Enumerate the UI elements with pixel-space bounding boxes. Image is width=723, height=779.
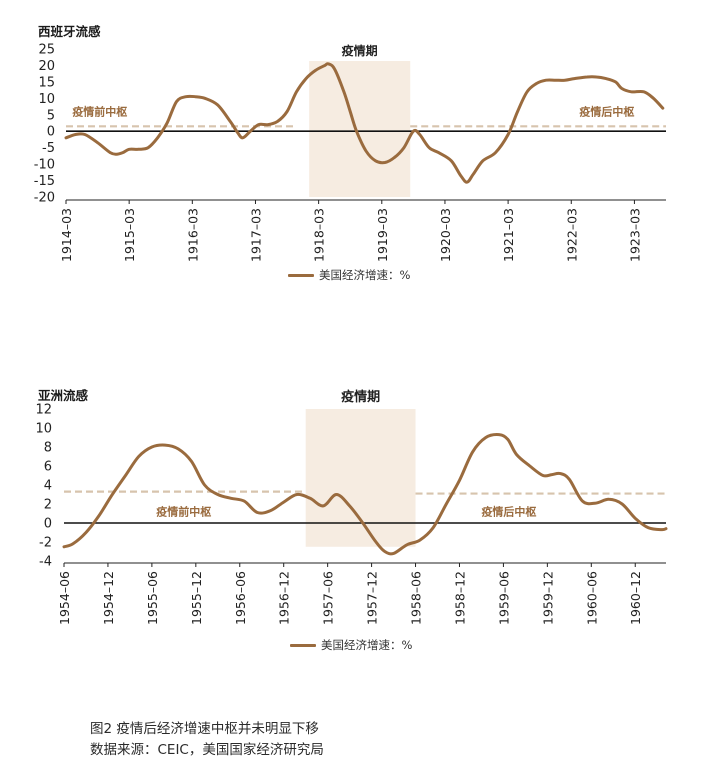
chart2-y-tick-label: 2 bbox=[44, 498, 52, 513]
chart2-y-tick-label: 4 bbox=[44, 479, 52, 494]
chart2-y-tick-label: -4 bbox=[39, 555, 52, 570]
chart1-title: 西班牙流感 bbox=[38, 24, 101, 39]
chart2-y-tick-label: 8 bbox=[44, 441, 52, 456]
figure-caption: 图2 疫情后经济增速中枢并未明显下移 bbox=[90, 721, 319, 737]
chart1-post-pivot-label: 疫情后中枢 bbox=[579, 104, 634, 118]
chart2-pre-pivot-label: 疫情前中枢 bbox=[156, 505, 211, 519]
chart2-x-tick-label: 1960–12 bbox=[628, 571, 643, 625]
chart2-x-tick-label: 1955–12 bbox=[189, 571, 204, 625]
chart2-x-tick-label: 1958–12 bbox=[452, 571, 467, 625]
chart1-pre-pivot-label: 疫情前中枢 bbox=[72, 104, 127, 118]
chart1-x-tick-label: 1917–03 bbox=[248, 208, 263, 262]
chart1-legend: 美国经济增速：% bbox=[288, 267, 410, 283]
chart1-y-tick-label: 25 bbox=[38, 43, 55, 58]
chart1-pandemic-band bbox=[309, 61, 411, 197]
chart2-x-tick-label: 1957–12 bbox=[365, 571, 380, 625]
chart1-y-tick-label: 5 bbox=[47, 108, 55, 123]
chart2-post-pivot-label: 疫情后中枢 bbox=[481, 505, 536, 519]
chart2-title: 亚洲流感 bbox=[38, 388, 89, 403]
chart1-x-tick-label: 1916–03 bbox=[185, 208, 200, 262]
chart2-y-tick-label: 12 bbox=[35, 403, 52, 418]
chart2-pandemic-band bbox=[305, 409, 416, 547]
chart1-legend-label: 美国经济增速：% bbox=[319, 268, 411, 282]
chart2-x-tick-label: 1956–06 bbox=[233, 571, 248, 625]
chart1-x-tick-label: 1921–03 bbox=[501, 208, 516, 262]
chart1-x-tick-label: 1915–03 bbox=[122, 208, 137, 262]
chart2-y-tick-label: 10 bbox=[35, 422, 52, 437]
source-note: 数据来源：CEIC，美国国家经济研究局 bbox=[90, 742, 324, 758]
chart2-pandemic-label: 疫情期 bbox=[341, 389, 380, 405]
chart1-x-tick-label: 1919–03 bbox=[375, 208, 390, 262]
chart2-x-tick-label: 1955–06 bbox=[145, 571, 160, 625]
chart2-legend: 美国经济增速：% bbox=[290, 637, 412, 653]
chart2-x-tick-label: 1954–06 bbox=[57, 571, 72, 625]
chart1-y-tick-label: -10 bbox=[34, 158, 55, 173]
chart1-y-tick-label: -20 bbox=[34, 191, 55, 206]
chart2-y-tick-label: -2 bbox=[39, 536, 52, 551]
chart1-y-tick-label: 15 bbox=[38, 75, 55, 90]
chart1-x-tick-label: 1920–03 bbox=[438, 208, 453, 262]
chart2-x-tick-label: 1958–06 bbox=[409, 571, 424, 625]
chart2-legend-label: 美国经济增速：% bbox=[321, 638, 413, 652]
chart1-y-tick-label: 10 bbox=[38, 92, 55, 107]
chart1-x-tick-label: 1923–03 bbox=[627, 208, 642, 262]
chart2-x-tick-label: 1959–12 bbox=[540, 571, 555, 625]
chart1-y-tick-label: 20 bbox=[38, 59, 55, 74]
chart1-y-tick-label: 0 bbox=[47, 125, 55, 140]
chart1-y-tick-label: -15 bbox=[34, 174, 55, 189]
chart1-x-tick-label: 1922–03 bbox=[564, 208, 579, 262]
chart1-series-line bbox=[64, 62, 665, 184]
chart2-y-tick-label: 6 bbox=[44, 460, 52, 475]
chart1-y-tick-label: -5 bbox=[42, 141, 55, 156]
chart2-x-tick-label: 1954–12 bbox=[101, 571, 116, 625]
chart1-pandemic-label: 疫情期 bbox=[342, 43, 378, 58]
chart2-x-tick-label: 1956–12 bbox=[277, 571, 292, 625]
chart2-legend-swatch bbox=[290, 643, 316, 647]
chart1-legend-swatch bbox=[288, 273, 314, 277]
chart1-x-tick-label: 1914–03 bbox=[59, 208, 74, 262]
chart2-x-tick-label: 1960–06 bbox=[584, 571, 599, 625]
chart2-series-line bbox=[62, 433, 668, 556]
chart2-x-tick-label: 1959–06 bbox=[496, 571, 511, 625]
chart2-x-tick-label: 1957–06 bbox=[321, 571, 336, 625]
chart1-x-tick-label: 1918–03 bbox=[312, 208, 327, 262]
chart2-y-tick-label: 0 bbox=[44, 517, 52, 532]
